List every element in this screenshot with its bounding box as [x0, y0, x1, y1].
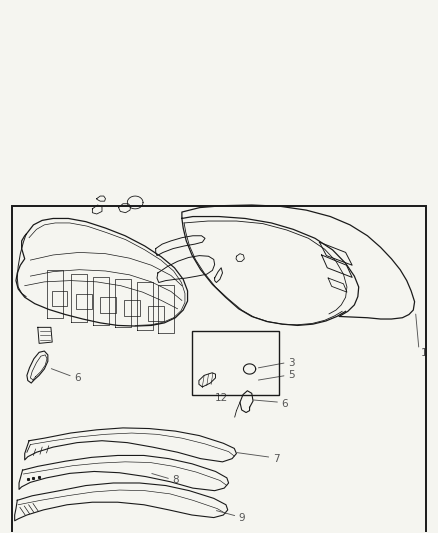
Text: 6: 6: [74, 373, 81, 383]
Text: 7: 7: [273, 454, 279, 464]
Text: 6: 6: [282, 399, 288, 409]
Text: 9: 9: [239, 513, 245, 522]
Text: 5: 5: [288, 370, 295, 381]
Text: 3: 3: [288, 358, 295, 368]
Text: 12: 12: [215, 393, 228, 403]
Text: 8: 8: [172, 475, 179, 486]
Bar: [124, 301, 140, 316]
Bar: [100, 297, 116, 313]
Bar: [148, 305, 163, 321]
Text: 1: 1: [421, 348, 427, 358]
Bar: [76, 294, 92, 310]
Bar: [192, 330, 279, 394]
Bar: [52, 291, 67, 306]
Bar: [12, 206, 426, 533]
